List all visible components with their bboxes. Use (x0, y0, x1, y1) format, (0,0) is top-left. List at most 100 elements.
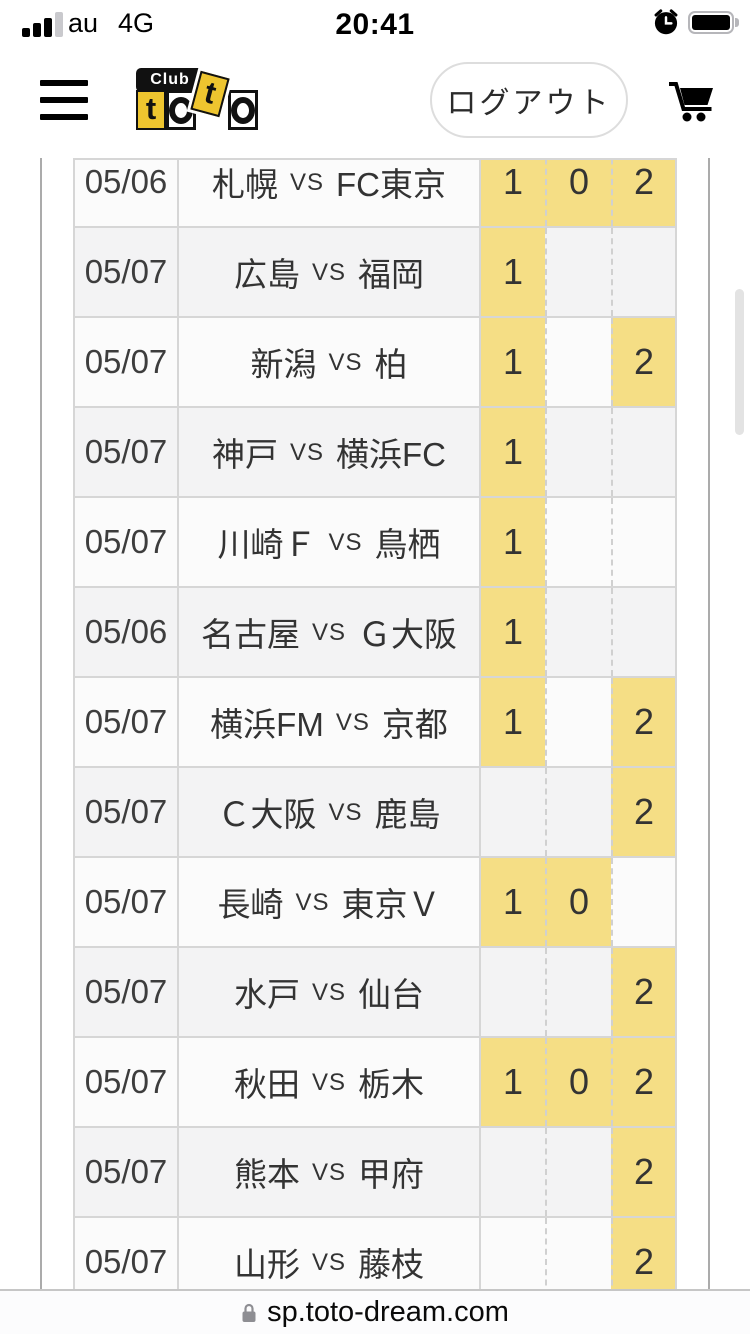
home-team: 熊本 (233, 1156, 300, 1193)
match-name: 水戸 VS 仙台 (179, 948, 481, 1036)
page-scrollbar-thumb[interactable] (735, 289, 744, 435)
match-date: 05/07 (75, 1218, 179, 1289)
match-date: 05/07 (75, 318, 179, 406)
status-time: 20:41 (335, 8, 415, 41)
match-date: 05/07 (75, 228, 179, 316)
match-date: 05/07 (75, 678, 179, 766)
site-header: Club t t ログアウト (0, 44, 750, 158)
hamburger-menu-button[interactable] (40, 80, 88, 121)
logo-letter-t-tile: t (136, 90, 166, 130)
pick-cell-0[interactable] (545, 948, 611, 1036)
logo-letter-o-tile (228, 90, 258, 130)
match-row: 05/07 川崎Ｆ VS 鳥栖 1 (75, 498, 675, 588)
logout-button[interactable]: ログアウト (430, 62, 628, 138)
pick-cell-1[interactable]: 1 (481, 408, 545, 496)
cart-button[interactable] (666, 80, 716, 124)
home-team: 新潟 (250, 346, 317, 383)
pick-cell-1[interactable] (481, 1128, 545, 1216)
match-row: 05/07 水戸 VS 仙台 2 (75, 948, 675, 1038)
pick-cell-0[interactable] (545, 318, 611, 406)
vs-label: VS (328, 529, 363, 556)
pick-cell-0[interactable]: 0 (545, 160, 611, 226)
match-date: 05/07 (75, 858, 179, 946)
away-team: 藤枝 (358, 1246, 424, 1283)
match-date: 05/07 (75, 1038, 179, 1126)
match-row: 05/07 熊本 VS 甲府 2 (75, 1128, 675, 1218)
pick-cell-2[interactable]: 2 (611, 160, 675, 226)
match-name: 広島 VS 福岡 (179, 228, 481, 316)
away-team: 鳥栖 (374, 526, 441, 563)
pick-cell-1[interactable]: 1 (481, 318, 545, 406)
away-team: 仙台 (358, 976, 424, 1013)
pick-cell-2[interactable] (611, 228, 675, 316)
match-table: 05/06 札幌 VS FC東京 1 0 2 05/07 広島 VS 福岡 1 … (73, 158, 677, 1289)
match-row: 05/07 Ｃ大阪 VS 鹿島 2 (75, 768, 675, 858)
pick-cell-2[interactable]: 2 (611, 318, 675, 406)
match-date: 05/06 (75, 160, 179, 226)
content-frame-right-border (708, 158, 710, 1289)
pick-cell-1[interactable]: 1 (481, 228, 545, 316)
pick-cell-1[interactable] (481, 768, 545, 856)
pick-cell-1[interactable] (481, 948, 545, 1036)
pick-cell-2[interactable] (611, 498, 675, 586)
url-text: sp.toto-dream.com (267, 1296, 509, 1328)
vs-label: VS (335, 709, 370, 736)
pick-cell-0[interactable] (545, 498, 611, 586)
away-team: 鹿島 (374, 796, 441, 833)
lock-icon (242, 1303, 256, 1322)
pick-cell-1[interactable]: 1 (481, 160, 545, 226)
match-name: 神戸 VS 横浜FC (179, 408, 481, 496)
vs-label: VS (328, 349, 363, 376)
match-row: 05/07 広島 VS 福岡 1 (75, 228, 675, 318)
pick-cell-0[interactable] (545, 768, 611, 856)
match-name: Ｃ大阪 VS 鹿島 (179, 768, 481, 856)
pick-cell-1[interactable]: 1 (481, 1038, 545, 1126)
away-team: 栃木 (358, 1066, 424, 1103)
pick-cell-0[interactable]: 0 (545, 858, 611, 946)
pick-cell-1[interactable]: 1 (481, 858, 545, 946)
match-name: 熊本 VS 甲府 (179, 1128, 481, 1216)
away-team: FC東京 (336, 166, 446, 203)
battery-icon (688, 11, 739, 34)
pick-cell-2[interactable]: 2 (611, 948, 675, 1036)
pick-cell-0[interactable] (545, 1218, 611, 1289)
pick-cell-2[interactable] (611, 588, 675, 676)
vs-label: VS (311, 979, 346, 1006)
match-row: 05/07 横浜FM VS 京都 1 2 (75, 678, 675, 768)
pick-cell-0[interactable] (545, 1128, 611, 1216)
pick-cell-1[interactable]: 1 (481, 588, 545, 676)
match-table-body: 05/06 札幌 VS FC東京 1 0 2 05/07 広島 VS 福岡 1 … (75, 160, 675, 1289)
away-team: 横浜FC (336, 436, 446, 473)
pick-cell-0[interactable]: 0 (545, 1038, 611, 1126)
club-toto-logo[interactable]: Club t t (133, 62, 265, 140)
match-row: 05/07 秋田 VS 栃木 1 0 2 (75, 1038, 675, 1128)
vs-label: VS (311, 1159, 346, 1186)
match-name: 名古屋 VS Ｇ大阪 (179, 588, 481, 676)
pick-cell-0[interactable] (545, 588, 611, 676)
pick-cell-2[interactable] (611, 408, 675, 496)
pick-cell-1[interactable] (481, 1218, 545, 1289)
match-name: 秋田 VS 栃木 (179, 1038, 481, 1126)
pick-cell-2[interactable]: 2 (611, 678, 675, 766)
match-row: 05/06 名古屋 VS Ｇ大阪 1 (75, 588, 675, 678)
match-row: 05/07 神戸 VS 横浜FC 1 (75, 408, 675, 498)
home-team: 神戸 (211, 436, 278, 473)
pick-cell-2[interactable]: 2 (611, 1218, 675, 1289)
pick-cell-0[interactable] (545, 228, 611, 316)
pick-cell-2[interactable]: 2 (611, 1038, 675, 1126)
pick-cell-2[interactable]: 2 (611, 768, 675, 856)
pick-cell-2[interactable]: 2 (611, 1128, 675, 1216)
alarm-icon (652, 8, 680, 36)
match-row: 05/07 長崎 VS 東京Ｖ 1 0 (75, 858, 675, 948)
pick-cell-0[interactable] (545, 408, 611, 496)
pick-cell-1[interactable]: 1 (481, 498, 545, 586)
home-team: 水戸 (233, 976, 300, 1013)
pick-cell-0[interactable] (545, 678, 611, 766)
logo-letter-o-tile (166, 90, 196, 130)
pick-cell-1[interactable]: 1 (481, 678, 545, 766)
vs-label: VS (295, 889, 330, 916)
away-team: 福岡 (358, 256, 424, 293)
browser-address-bar[interactable]: sp.toto-dream.com (0, 1289, 750, 1334)
home-team: 山形 (233, 1246, 300, 1283)
pick-cell-2[interactable] (611, 858, 675, 946)
